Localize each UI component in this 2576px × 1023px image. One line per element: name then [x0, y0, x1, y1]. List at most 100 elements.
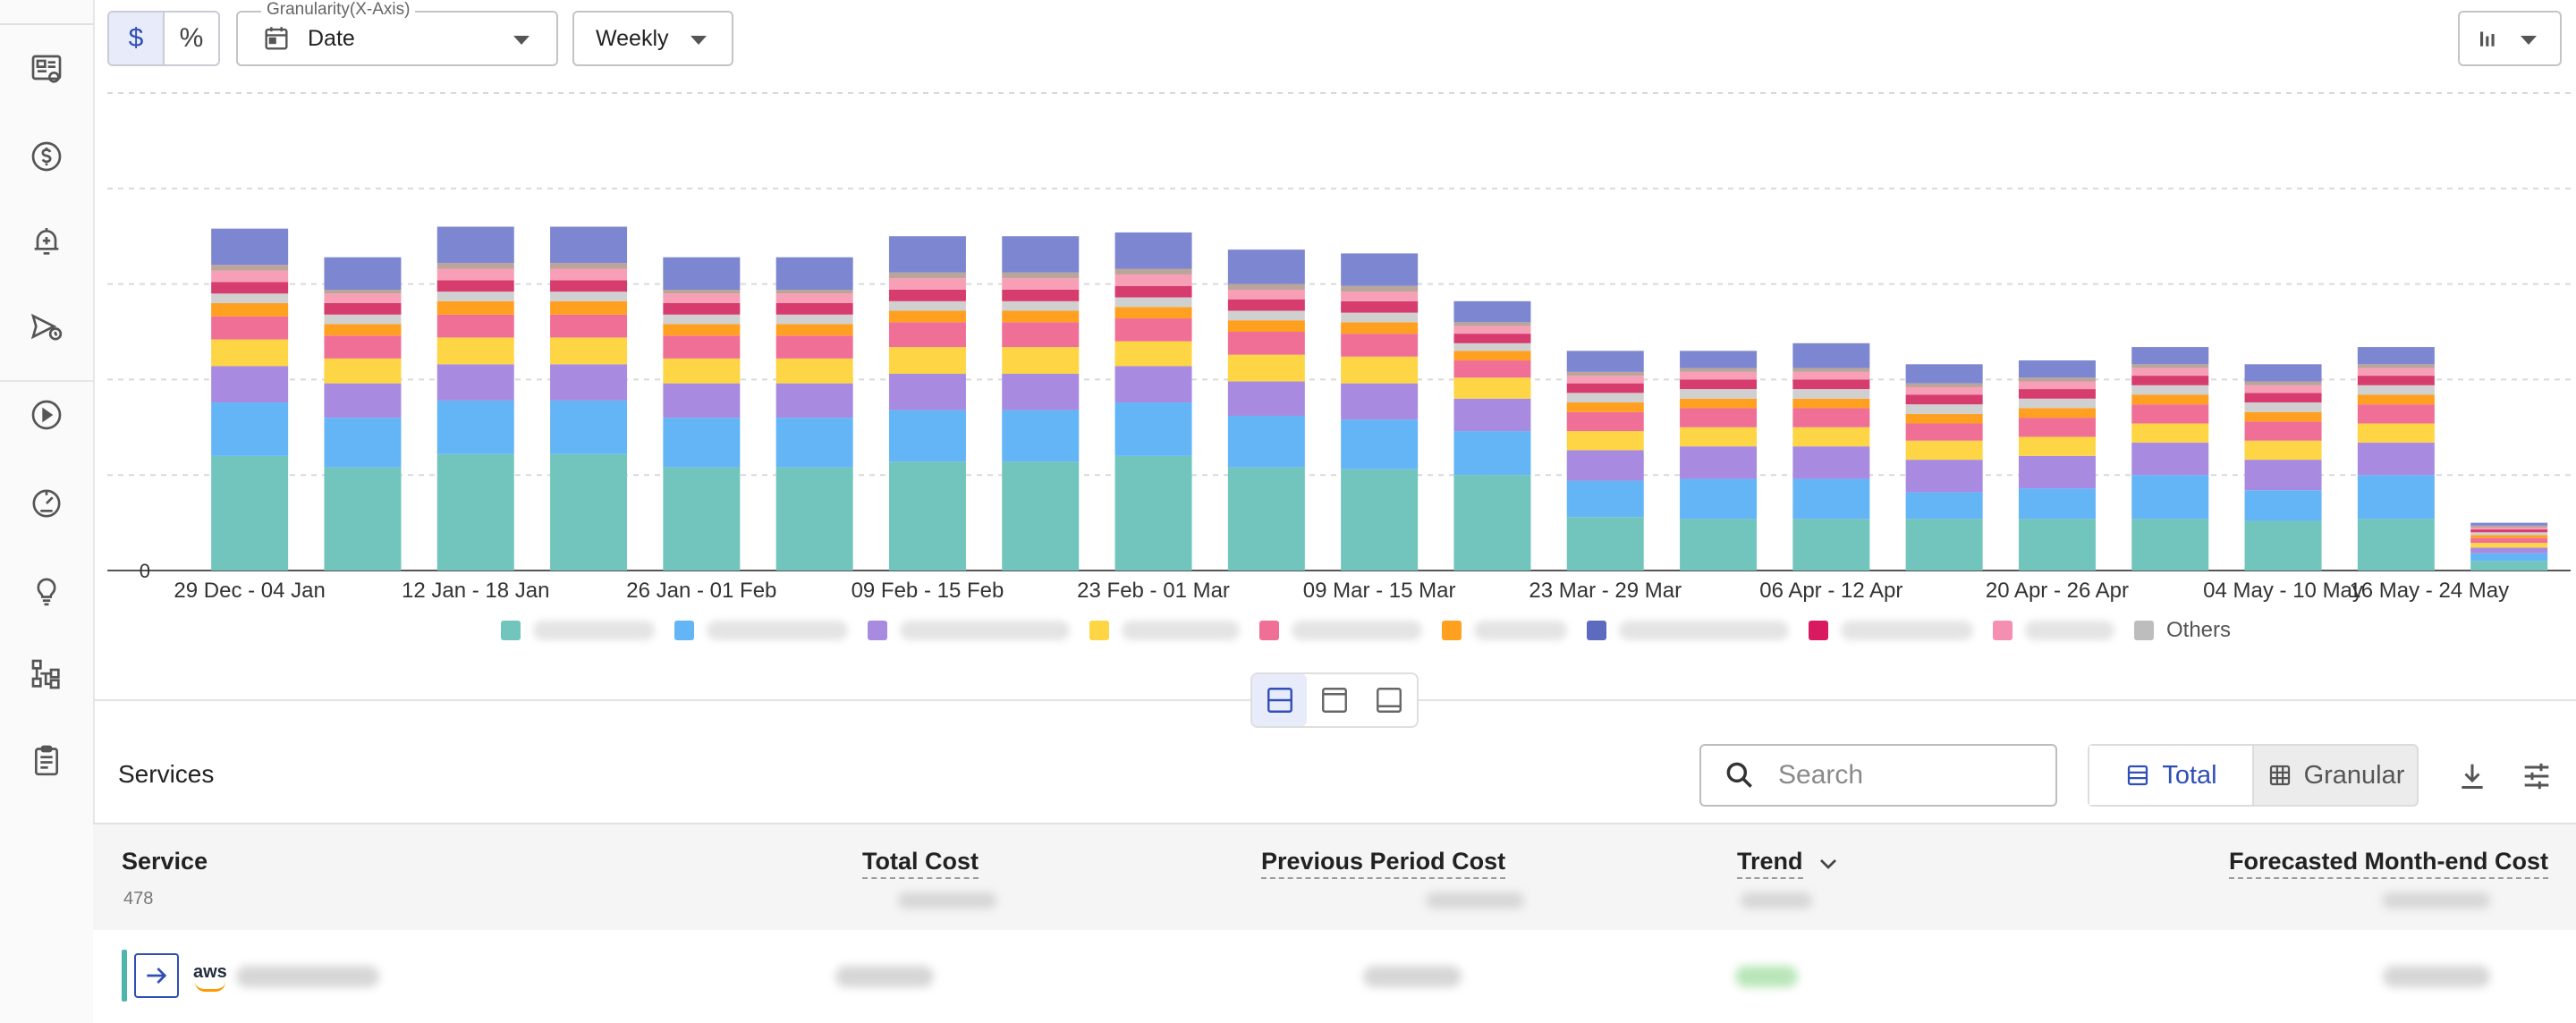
percent-mode-button[interactable]: % — [179, 23, 204, 53]
bar-segment[interactable] — [1341, 334, 1419, 357]
bar-segment[interactable] — [1453, 351, 1531, 361]
bar-segment[interactable] — [1453, 326, 1531, 334]
period-select[interactable]: Weekly — [572, 11, 733, 66]
bar-segment[interactable] — [1341, 300, 1419, 313]
bar-segment[interactable] — [436, 226, 514, 264]
bar-segment[interactable] — [324, 335, 402, 359]
bar-segment[interactable] — [2018, 360, 2096, 378]
legend-item[interactable] — [1993, 621, 2114, 640]
bar-segment[interactable] — [888, 347, 966, 374]
bar-segment[interactable] — [2244, 381, 2322, 385]
bar-segment[interactable] — [550, 263, 628, 269]
legend-item[interactable] — [868, 621, 1070, 640]
bar-segment[interactable] — [2018, 381, 2096, 390]
bar-segment[interactable] — [211, 293, 289, 303]
bar-segment[interactable] — [2357, 404, 2435, 424]
bar-segment[interactable] — [550, 292, 628, 301]
bar-segment[interactable] — [1002, 322, 1080, 348]
bar-segment[interactable] — [1905, 460, 1983, 493]
bar-segment[interactable] — [436, 337, 514, 365]
bar-segment[interactable] — [1680, 371, 1758, 380]
granularity-select[interactable]: Granularity(X-Axis) Date — [236, 0, 558, 66]
bar-segment[interactable] — [663, 302, 741, 315]
bar-segment[interactable] — [888, 373, 966, 410]
bar-segment[interactable] — [2357, 423, 2435, 443]
bar-segment[interactable] — [2357, 376, 2435, 385]
bar-segment[interactable] — [436, 453, 514, 571]
bar-segment[interactable] — [1227, 467, 1305, 571]
bar-segment[interactable] — [2131, 364, 2209, 368]
bar-segment[interactable] — [888, 410, 966, 462]
bar-segment[interactable] — [1227, 299, 1305, 311]
bar-segment[interactable] — [1792, 389, 1870, 399]
bar-segment[interactable] — [1002, 410, 1080, 462]
bar-segment[interactable] — [2131, 442, 2209, 476]
bar-segment[interactable] — [324, 467, 402, 571]
bar-segment[interactable] — [1905, 383, 1983, 387]
bar-segment[interactable] — [888, 278, 966, 291]
bar-segment[interactable] — [1227, 249, 1305, 284]
bar-segment[interactable] — [1002, 278, 1080, 291]
bar-segment[interactable] — [550, 364, 628, 401]
bar-segment[interactable] — [2357, 475, 2435, 520]
bar-segment[interactable] — [1905, 386, 1983, 395]
bar-segment[interactable] — [663, 314, 741, 325]
bar-segment[interactable] — [436, 263, 514, 269]
bar-segment[interactable] — [211, 302, 289, 317]
bar-segment[interactable] — [1905, 413, 1983, 424]
bar-segment[interactable] — [2018, 389, 2096, 399]
bar-segment[interactable] — [1680, 519, 1758, 571]
bar-segment[interactable] — [1792, 408, 1870, 427]
bar-segment[interactable] — [1227, 332, 1305, 355]
bar-segment[interactable] — [1566, 376, 1644, 384]
clipboard-icon[interactable] — [29, 742, 64, 778]
currency-mode-button[interactable]: $ — [109, 13, 165, 64]
bar-segment[interactable] — [2244, 520, 2322, 571]
legend-item[interactable] — [1259, 621, 1422, 640]
bar-segment[interactable] — [2244, 460, 2322, 491]
bar-segment[interactable] — [2357, 347, 2435, 365]
legend-item[interactable] — [1587, 621, 1789, 640]
bar-segment[interactable] — [888, 300, 966, 311]
bar-segment[interactable] — [1905, 364, 1983, 384]
bar-segment[interactable] — [2131, 404, 2209, 424]
bar-segment[interactable] — [2018, 408, 2096, 418]
bar-segment[interactable] — [1905, 404, 1983, 414]
bar-segment[interactable] — [775, 293, 853, 303]
granular-view-button[interactable]: Granular — [2254, 746, 2417, 805]
column-header-previous-period-cost[interactable]: Previous Period Cost — [1261, 848, 1506, 879]
bar-segment[interactable] — [1453, 334, 1531, 343]
download-icon[interactable] — [2454, 758, 2490, 794]
bar-segment[interactable] — [2470, 525, 2548, 528]
bar-segment[interactable] — [1792, 398, 1870, 409]
bar-segment[interactable] — [1114, 366, 1192, 403]
bar-segment[interactable] — [550, 314, 628, 338]
bar-segment[interactable] — [436, 400, 514, 454]
bar-segment[interactable] — [1002, 461, 1080, 571]
bar-segment[interactable] — [550, 300, 628, 315]
legend-item[interactable] — [1442, 621, 1567, 640]
bar-segment[interactable] — [663, 358, 741, 384]
bar-segment[interactable] — [2018, 398, 2096, 409]
bar-segment[interactable] — [324, 324, 402, 336]
bar-segment[interactable] — [2357, 442, 2435, 476]
bar-segment[interactable] — [1114, 307, 1192, 319]
bar-segment[interactable] — [2131, 423, 2209, 443]
bar-segment[interactable] — [550, 268, 628, 281]
bar-segment[interactable] — [1453, 360, 1531, 378]
bar-segment[interactable] — [2470, 532, 2548, 536]
bar-segment[interactable] — [888, 310, 966, 323]
bar-segment[interactable] — [775, 302, 853, 315]
bar-segment[interactable] — [211, 270, 289, 283]
bar-segment[interactable] — [2018, 377, 2096, 382]
bar-segment[interactable] — [1114, 402, 1192, 456]
legend-item[interactable] — [674, 621, 848, 640]
bar-segment[interactable] — [1227, 290, 1305, 300]
cost-dollar-icon[interactable] — [29, 139, 64, 174]
expand-row-button[interactable] — [134, 953, 179, 998]
bar-segment[interactable] — [324, 290, 402, 294]
bar-segment[interactable] — [663, 335, 741, 359]
total-view-button[interactable]: Total — [2089, 746, 2254, 805]
alert-bell-icon[interactable] — [29, 224, 64, 259]
bar-segment[interactable] — [2244, 440, 2322, 461]
